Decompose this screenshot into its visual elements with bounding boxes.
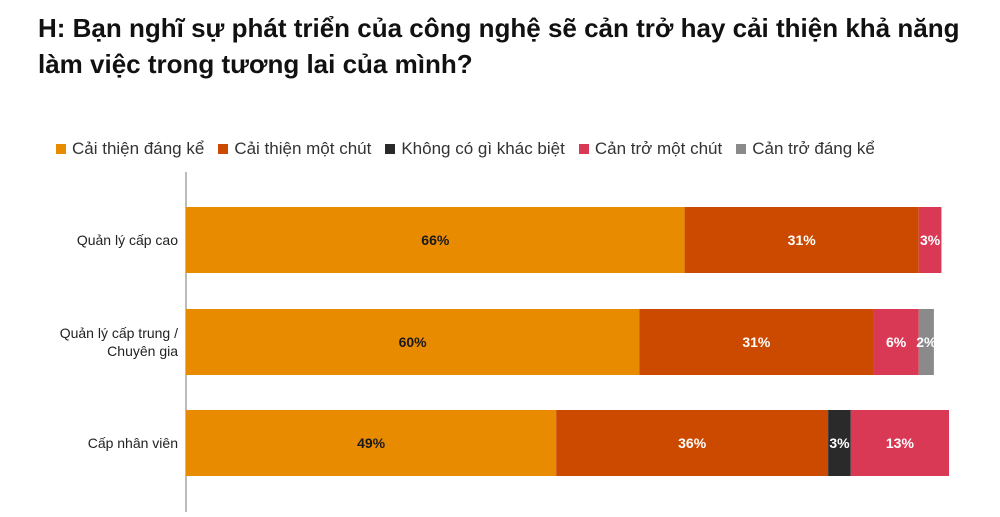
legend-item: Cản trở một chút: [578, 139, 723, 159]
bar-segment: [186, 309, 640, 375]
bar-segment: [684, 207, 919, 273]
bar-segment: [873, 309, 919, 375]
bar-segment: [639, 309, 874, 375]
legend-label: Cản trở một chút: [594, 139, 723, 158]
legend-swatch: [385, 144, 396, 154]
data-label: 6%: [886, 334, 907, 350]
legend-item: Cải thiện một chút: [218, 139, 371, 159]
legend-swatch: [56, 144, 66, 154]
legend-item: Không có gì khác biệt: [385, 139, 565, 159]
legend-label: Cải thiện một chút: [234, 139, 372, 158]
legend-item: Cản trở đáng kể: [736, 139, 875, 159]
bar-segment: [918, 309, 934, 375]
data-label: 31%: [788, 232, 817, 248]
legend-label: Không có gì khác biệt: [401, 139, 565, 158]
bar-segment: [186, 207, 685, 273]
bar-segment: [918, 207, 942, 273]
bar-segment: [186, 410, 557, 476]
category-label: Quản lý cấp cao: [77, 232, 178, 248]
legend-item: Cải thiện đáng kể: [56, 139, 204, 159]
legend-label: Cải thiện đáng kể: [72, 139, 205, 158]
chart-title: H: Bạn nghĩ sự phát triển của công nghệ …: [38, 13, 960, 79]
data-label: 3%: [920, 232, 941, 248]
bar-segment: [828, 410, 851, 476]
legend-label: Cản trở đáng kể: [752, 139, 875, 158]
legend-swatch: [578, 144, 589, 154]
legend-swatch: [218, 144, 229, 154]
data-label: 3%: [829, 435, 850, 451]
data-label: 60%: [399, 334, 428, 350]
data-label: 66%: [421, 232, 450, 248]
data-label: 36%: [678, 435, 707, 451]
bar-segment: [556, 410, 829, 476]
data-label: 31%: [742, 334, 771, 350]
legend: Cải thiện đáng kể Cải thiện một chút Không…: [56, 137, 875, 161]
bar-segment: [850, 410, 949, 476]
category-label: Quản lý cấp trung / Chuyên gia: [60, 325, 179, 359]
legend-swatch: [736, 144, 747, 154]
data-label: 2%: [916, 334, 937, 350]
data-label: 13%: [886, 435, 915, 451]
data-label: 49%: [357, 435, 386, 451]
category-label: Cấp nhân viên: [88, 435, 178, 451]
